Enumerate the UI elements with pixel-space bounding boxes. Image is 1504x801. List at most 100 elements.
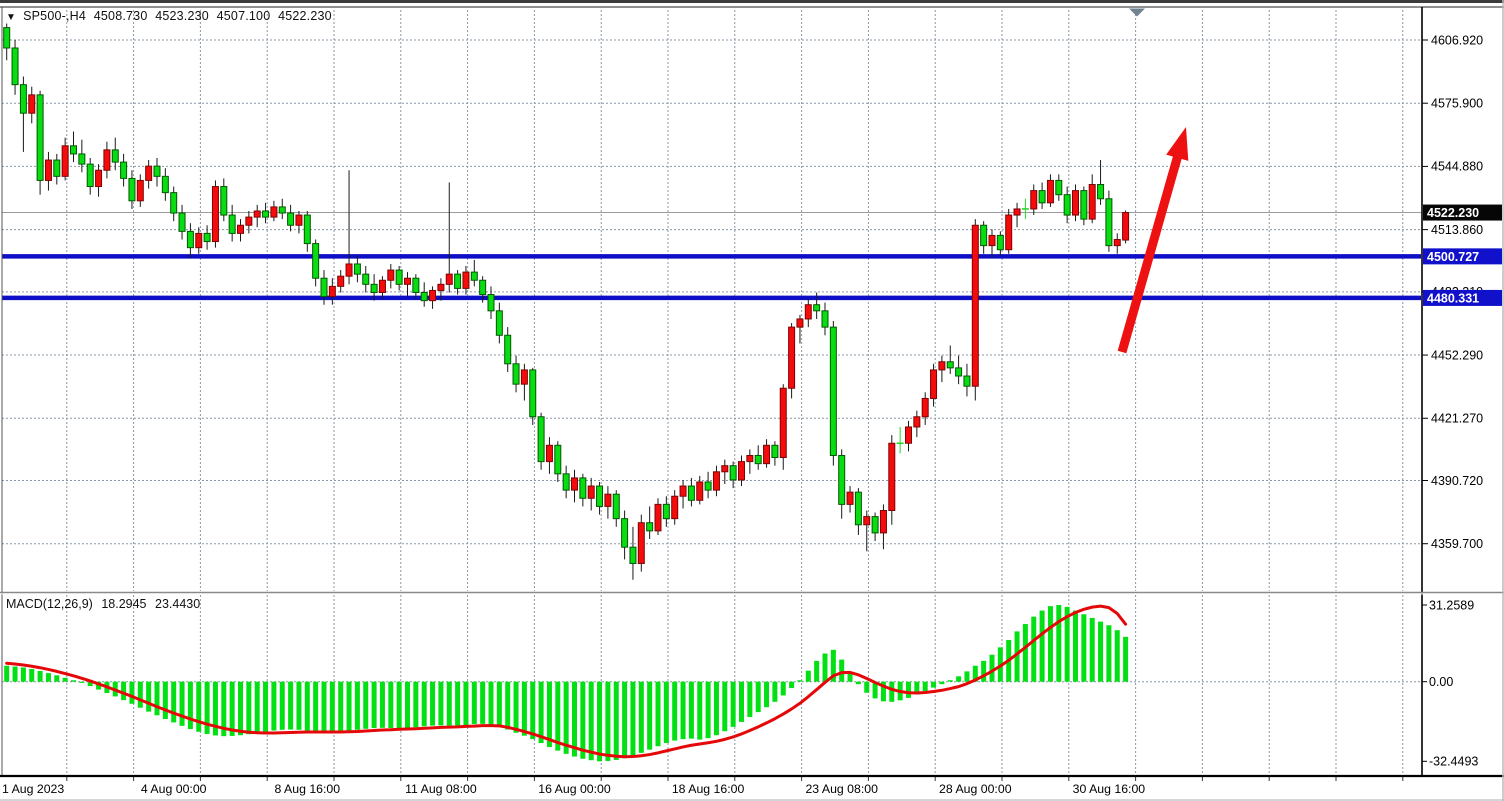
candle <box>963 363 971 397</box>
candle <box>1046 174 1054 207</box>
macd-bar <box>956 676 962 682</box>
time-tick-label: 16 Aug 00:00 <box>538 782 611 796</box>
macd-bar <box>446 681 452 726</box>
candle <box>545 437 553 474</box>
macd-bar <box>914 681 920 695</box>
macd-bar <box>54 675 60 682</box>
price-tick-label: 4390.720 <box>1431 474 1483 488</box>
time-axis[interactable]: 1 Aug 2023 4 Aug 00:00 8 Aug 16:00 11 Aug 0… <box>2 777 1404 796</box>
candle <box>988 229 996 258</box>
macd-bar <box>313 681 319 732</box>
candle <box>879 504 887 550</box>
candle <box>955 355 963 385</box>
candle <box>128 170 136 209</box>
macd-bar <box>430 681 436 726</box>
symbol-dropdown-icon[interactable]: ▼ <box>6 12 17 23</box>
candle <box>662 496 670 527</box>
macd-bar <box>304 681 310 731</box>
macd-bar <box>588 681 594 761</box>
trend-arrow[interactable] <box>1117 127 1189 354</box>
candle <box>529 367 537 425</box>
macd-bar <box>37 670 43 682</box>
candle <box>671 490 679 525</box>
macd-bar <box>764 681 770 708</box>
macd-bar <box>279 681 285 730</box>
candle <box>913 410 921 438</box>
candle <box>479 276 487 303</box>
macd-tick-label: 0.00 <box>1429 675 1453 689</box>
candle <box>829 321 837 466</box>
macd-bar <box>622 681 628 759</box>
macd-bar <box>580 681 586 759</box>
macd-bar <box>1106 625 1112 682</box>
candle <box>328 278 336 305</box>
candle <box>512 355 520 393</box>
macd-bar <box>1098 621 1104 682</box>
macd-bar <box>263 681 269 732</box>
macd-bar <box>354 681 360 730</box>
macd-bar <box>1047 606 1053 682</box>
candle <box>996 231 1004 256</box>
svg-text:4480.331: 4480.331 <box>1427 291 1479 305</box>
macd-bar <box>179 681 185 726</box>
hline-price-tag-2: 4480.331 <box>1423 289 1502 306</box>
macd-bar <box>79 681 85 683</box>
candle <box>95 164 103 197</box>
macd-bar <box>96 681 102 690</box>
candle <box>120 153 128 187</box>
candle <box>1088 174 1096 224</box>
macd-axis[interactable]: 31.2589 0.00 -32.4493 <box>1422 598 1478 769</box>
candle <box>905 420 912 452</box>
candle <box>604 486 612 519</box>
candle <box>262 202 270 224</box>
macd-bar <box>371 681 377 729</box>
candle <box>278 198 286 220</box>
candle <box>1080 186 1088 226</box>
macd-bar <box>505 681 511 730</box>
macd-bar <box>1039 610 1045 682</box>
candle <box>813 292 821 319</box>
macd-bar <box>12 666 18 682</box>
candle <box>504 327 512 372</box>
macd-bar <box>346 681 352 731</box>
price-tick-label: 4359.700 <box>1431 537 1483 551</box>
time-tick-label: 28 Aug 00:00 <box>939 782 1012 796</box>
candle <box>971 219 979 401</box>
candle <box>470 259 478 287</box>
macd-bar <box>396 681 402 729</box>
price-tick-label: 4606.920 <box>1431 33 1483 47</box>
candle <box>345 170 353 285</box>
candle <box>287 204 295 232</box>
macd-bar <box>747 681 753 718</box>
time-tick-label: 18 Aug 16:00 <box>672 782 745 796</box>
macd-bar <box>922 681 928 692</box>
candle <box>437 278 445 301</box>
candle <box>621 510 629 560</box>
candle <box>654 498 662 535</box>
macd-bar <box>421 681 427 727</box>
macd-bar <box>513 681 519 733</box>
macd-bar <box>939 681 945 685</box>
macd-bar <box>947 680 953 682</box>
price-axis[interactable]: 4606.9204575.9004544.8804513.8604483.310… <box>1422 33 1502 551</box>
candle <box>980 221 988 254</box>
macd-bar <box>864 681 870 693</box>
chart-shift-marker-icon[interactable] <box>1129 8 1145 17</box>
macd-bar <box>1073 610 1078 682</box>
candle <box>679 479 687 509</box>
macd-bar <box>62 677 68 682</box>
macd-bar <box>438 681 444 726</box>
candle <box>370 274 378 301</box>
candle <box>36 90 44 195</box>
candle <box>854 488 862 535</box>
candle <box>646 506 654 540</box>
candle <box>704 471 712 499</box>
candle <box>1038 182 1046 209</box>
candle <box>186 223 194 258</box>
macd-bar <box>572 681 577 757</box>
candle <box>237 219 244 242</box>
svg-text:4522.230: 4522.230 <box>1427 206 1479 220</box>
macd-bar <box>45 673 51 682</box>
macd-bar <box>496 681 502 727</box>
